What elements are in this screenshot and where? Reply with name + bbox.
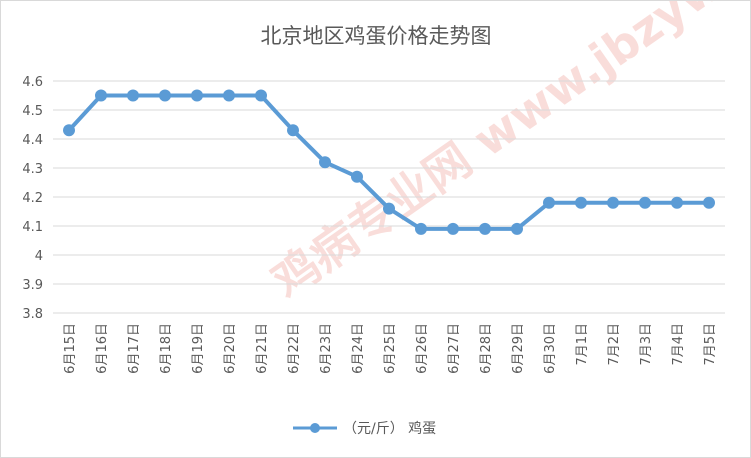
data-point [671,196,683,209]
data-point [575,196,587,209]
data-point [255,89,267,102]
data-point [223,89,235,102]
y-tick-label: 4.3 [22,162,43,177]
x-tick-label: 6月18日 [159,323,174,374]
data-point [287,124,299,137]
x-tick-label: 7月4日 [671,323,686,366]
x-tick-label: 6月28日 [479,323,494,374]
data-point [543,196,555,209]
data-point [159,89,171,102]
y-tick-label: 3.9 [22,278,43,293]
gridlines [53,80,725,314]
y-tick-label: 4 [35,249,43,264]
x-tick-label: 6月20日 [223,323,238,374]
data-point [607,196,619,209]
data-point [63,124,75,137]
x-tick-label: 6月29日 [511,323,526,374]
x-tick-label: 7月3日 [639,323,654,366]
x-tick-label: 6月22日 [287,323,302,374]
data-point [191,89,203,102]
data-point [351,170,363,183]
data-point [319,156,331,169]
data-point [511,222,523,235]
x-tick-label: 6月27日 [447,323,462,374]
chart-title: 北京地区鸡蛋价格走势图 [261,24,492,48]
data-point [383,202,395,215]
x-axis-ticks: 6月15日 6月16日 6月17日 6月18日 6月19日 6月20日 6月21日 6月22日… [63,323,718,374]
x-tick-label: 6月25日 [383,323,398,374]
data-point [447,222,459,235]
data-point [127,89,139,102]
x-tick-label: 6月26日 [415,323,430,374]
legend-dot-marker [310,423,320,433]
data-point [95,89,107,102]
data-point [479,222,491,235]
x-tick-label: 7月1日 [575,323,590,366]
data-point [703,196,715,209]
x-tick-label: 6月24日 [351,323,366,374]
legend: （元/斤） 鸡蛋 [293,420,436,437]
y-tick-label: 4.1 [22,220,43,235]
y-tick-label: 4.6 [22,75,43,90]
x-tick-label: 6月21日 [255,323,270,374]
series-layer [63,89,715,235]
y-tick-label: 3.8 [22,307,43,322]
y-tick-label: 4.2 [22,191,43,206]
x-tick-label: 6月23日 [319,323,334,374]
data-point [415,222,427,235]
y-tick-label: 4.4 [22,133,43,148]
x-tick-label: 6月19日 [191,323,206,374]
x-tick-label: 6月30日 [543,323,558,374]
x-tick-label: 7月5日 [703,323,718,366]
x-tick-label: 6月15日 [63,323,78,374]
legend-label: （元/斤） 鸡蛋 [343,420,436,437]
y-axis-ticks: 3.8 3.9 4 4.1 4.2 4.3 4.4 4.5 4.6 [22,75,43,322]
x-tick-label: 6月17日 [127,323,142,374]
data-point [639,196,651,209]
y-tick-label: 4.5 [22,104,43,119]
x-tick-label: 7月2日 [607,323,622,366]
x-tick-label: 6月16日 [95,323,110,374]
